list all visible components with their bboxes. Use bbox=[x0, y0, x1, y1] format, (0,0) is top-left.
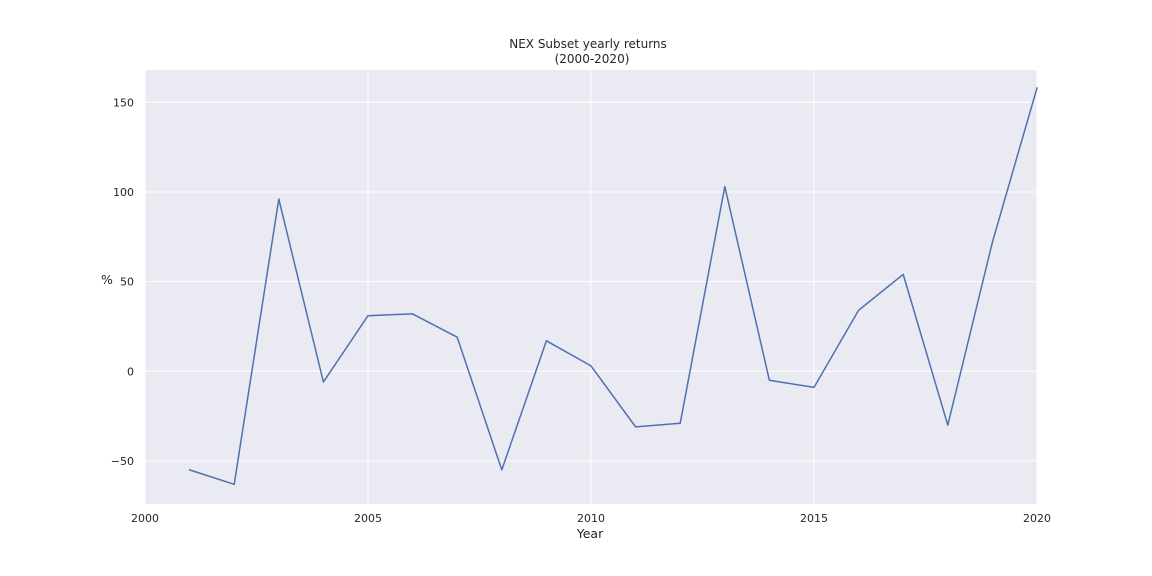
x-axis-title: Year bbox=[576, 526, 604, 541]
series-group bbox=[188, 87, 1038, 486]
y-axis-title: % bbox=[101, 272, 113, 287]
x-tick-label: 2015 bbox=[800, 512, 828, 525]
grid bbox=[144, 70, 1038, 504]
y-tick-label: 100 bbox=[113, 186, 134, 199]
y-tick-labels: −50 0 50 100 150 bbox=[111, 96, 134, 468]
x-tick-label: 2000 bbox=[131, 512, 159, 525]
y-tick-label: 50 bbox=[120, 276, 134, 289]
chart-subtitle: (2000-2020) bbox=[555, 52, 630, 66]
x-tick-label: 2010 bbox=[577, 512, 605, 525]
y-tick-label: 0 bbox=[127, 365, 134, 378]
x-tick-labels: 2000 2005 2010 2015 2020 bbox=[131, 512, 1051, 525]
y-tick-label: 150 bbox=[113, 96, 134, 109]
chart-title: NEX Subset yearly returns bbox=[509, 37, 667, 51]
y-tick-label: −50 bbox=[111, 455, 134, 468]
series-line-0 bbox=[188, 87, 1038, 486]
x-tick-label: 2020 bbox=[1023, 512, 1051, 525]
x-tick-label: 2005 bbox=[354, 512, 382, 525]
